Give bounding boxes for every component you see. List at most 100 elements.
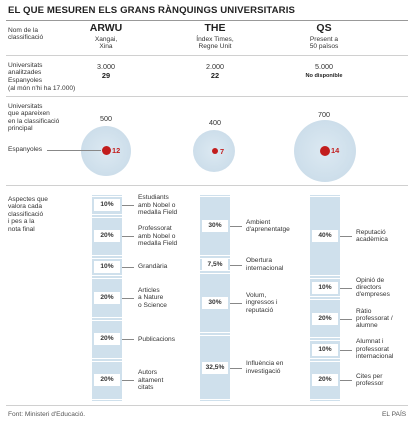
aspect-label-line: Grandària — [138, 263, 168, 271]
aspect-label-line: directors — [356, 284, 382, 291]
aspect-leader-the — [230, 303, 242, 305]
divider — [6, 55, 408, 56]
aspect-leader-arwu — [122, 380, 134, 382]
aspect-label-line: Autors — [138, 369, 158, 377]
aspect-label-line: Cites per — [356, 373, 383, 380]
aspect-leader-qs — [340, 349, 352, 351]
aspect-leader-qs — [340, 236, 352, 238]
top-count-the: 400 — [209, 118, 221, 127]
aspect-weight-qs: 10% — [312, 343, 338, 356]
spanish-dot-arwu — [102, 146, 111, 155]
spanish-the: 22 — [210, 71, 220, 80]
aspect-label-arwu: Grandària — [138, 263, 167, 270]
aspect-label-line: Influència en — [246, 360, 284, 368]
aspect-leader-qs — [340, 380, 352, 382]
source-note: Font: Ministeri d'Educació. — [8, 411, 86, 418]
aspect-label-qs: Opinió de directors d'empreses — [356, 277, 390, 299]
aspect-leader-qs — [340, 318, 352, 320]
spanish-dot-the — [212, 148, 218, 154]
aspect-label-line: Opinió de — [356, 276, 385, 284]
aspect-label-qs: Reputació acadèmica — [356, 229, 388, 244]
spanish-top-the: 7 — [220, 147, 225, 156]
aspect-weight-qs: 20% — [312, 374, 338, 387]
aspect-label-line: Estudiants — [138, 194, 169, 202]
aspect-leader-arwu — [122, 267, 134, 269]
aspect-column-qs: 40% 10% 20% 10% 20% — [310, 195, 340, 401]
divider — [6, 405, 408, 406]
spanish-leader-line — [47, 150, 101, 151]
aspect-weight-qs: 10% — [312, 281, 338, 294]
aspect-column-the: 30% 7,5% 30% 32,5% — [200, 195, 230, 401]
aspect-weight-the: 30% — [202, 297, 228, 310]
row-label-analyzed: Universitats analitzades Espanyoles — [8, 62, 43, 84]
aspect-weight-arwu: 20% — [94, 374, 120, 387]
row-label-name: Nom de la classificació — [8, 27, 44, 42]
aspect-weight-arwu: 20% — [94, 292, 120, 304]
brand-label: EL PAÍS — [382, 411, 407, 418]
analyzed-arwu: 3.000 — [97, 62, 115, 71]
aspect-label-line: citats — [138, 384, 154, 392]
aspect-leader-qs — [340, 287, 352, 289]
aspect-leader-arwu — [122, 236, 134, 238]
aspect-leader-the — [230, 264, 242, 266]
aspect-label-line: alumne — [356, 322, 378, 330]
aspect-weight-qs: 40% — [312, 230, 338, 243]
aspect-label-line: reputació — [246, 306, 274, 314]
aspect-label-line: investigació — [246, 367, 281, 375]
ranking-sub-the: Índex Times, Regne Unit — [196, 36, 234, 51]
aspect-label-line: d'empreses — [356, 291, 390, 299]
row-label-top: Universitats que apareixen en la classifi… — [8, 103, 60, 133]
aspect-weight-arwu: 20% — [94, 333, 120, 346]
row-label-aspects: Aspectes que valora cada classificació i p… — [8, 196, 48, 233]
spanish-qs: No disponible — [305, 73, 343, 79]
page-title: EL QUE MESUREN ELS GRANS RÀNQUINGS UNIVE… — [8, 5, 295, 16]
aspect-label-the: Volum, ingressos i reputació — [246, 292, 278, 314]
aspect-label-line: professor — [356, 380, 384, 388]
spanish-top-qs: 14 — [331, 146, 340, 155]
aspect-label-line: professorat — [356, 345, 389, 353]
aspect-label-line: amb Nobel o — [138, 232, 176, 240]
aspect-label-line: medalla Field — [138, 239, 178, 247]
ranking-sub-qs: Present a 50 països — [309, 36, 339, 51]
aspect-leader-arwu — [122, 205, 134, 207]
aspect-label-line: Publicacions — [138, 335, 176, 343]
ranking-name-qs: QS — [316, 22, 332, 34]
aspect-label-line: altament — [138, 376, 164, 384]
aspect-label-arwu: Estudiants amb Nobel o medalla Field — [138, 194, 177, 216]
aspect-label-qs: Ràtio professorat / alumne — [356, 308, 393, 330]
aspect-label-line: medalla Field — [138, 209, 178, 216]
aspect-label-qs: Alumnat i professorat internacional — [356, 338, 393, 360]
aspect-label-line: professorat / — [356, 314, 393, 322]
aspect-weight-arwu: 10% — [94, 261, 120, 274]
aspect-label-line: ingressos i — [246, 299, 278, 307]
aspect-label-line: d'aprenentatge — [246, 225, 290, 233]
top-count-arwu: 500 — [100, 114, 112, 123]
aspect-weight-the: 7,5% — [202, 258, 228, 271]
analyzed-the: 2.000 — [206, 62, 224, 71]
ranking-sub-arwu: Xangai, Xina — [94, 36, 118, 51]
aspect-label-the: Obertura internacional — [246, 257, 283, 272]
spanish-dot-qs — [320, 146, 330, 156]
aspect-label-line: Reputació — [356, 228, 386, 236]
aspect-label-line: Ràtio — [356, 307, 372, 315]
aspect-label-arwu: Articles a Nature o Science — [138, 287, 167, 309]
aspect-weight-arwu: 10% — [94, 199, 120, 212]
aspect-leader-arwu — [122, 298, 134, 299]
aspect-label-the: Influència en investigació — [246, 360, 283, 375]
row-label-spanish-top: Espanyoles — [8, 146, 43, 153]
aspect-label-line: amb Nobel o — [138, 201, 176, 209]
row-label-total: (al món n'hi ha 17.000) — [8, 85, 76, 92]
top-count-qs: 700 — [318, 110, 330, 119]
aspect-column-arwu: 10% 20% 10% 20% 20% 20% — [92, 195, 122, 401]
spanish-arwu: 29 — [101, 71, 111, 80]
aspect-leader-the — [230, 225, 242, 227]
divider — [6, 96, 408, 97]
aspect-leader-arwu — [122, 339, 134, 341]
aspect-label-line: Ambient — [246, 218, 271, 226]
aspect-label-arwu: Professorat amb Nobel o medalla Field — [138, 225, 177, 247]
title-rule — [6, 20, 408, 21]
aspect-label-line: Alumnat i — [356, 338, 384, 346]
analyzed-qs: 5.000 — [315, 62, 333, 71]
aspect-label-arwu: Publicacions — [138, 336, 175, 343]
aspect-weight-the: 32,5% — [202, 361, 228, 374]
